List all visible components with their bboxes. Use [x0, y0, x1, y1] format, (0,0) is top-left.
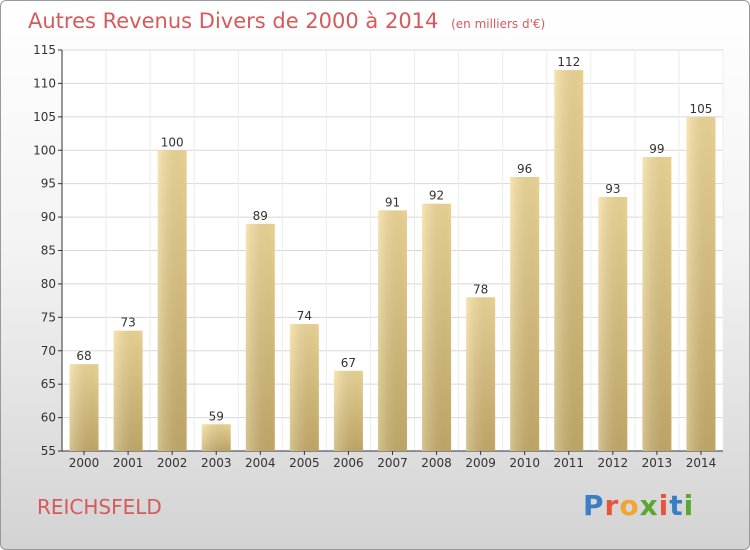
bar-shade: [510, 176, 540, 451]
proxiti-logo: Proxiti: [583, 489, 695, 522]
x-tick-label: 2009: [465, 456, 496, 470]
x-tick-label: 2004: [245, 456, 276, 470]
bar-shade: [157, 150, 187, 451]
x-tick-label: 2007: [377, 456, 408, 470]
bar-shade: [598, 197, 628, 451]
data-label: 93: [605, 182, 620, 196]
y-tick-label: 60: [41, 411, 56, 425]
x-tick-label: 2011: [553, 456, 584, 470]
data-label: 105: [690, 102, 713, 116]
y-tick-label: 70: [41, 344, 56, 358]
bar-shade: [245, 223, 275, 451]
x-tick-label: 2013: [642, 456, 673, 470]
y-tick-label: 95: [41, 177, 56, 191]
bar-shade: [686, 116, 716, 451]
y-tick-label: 65: [41, 377, 56, 391]
x-tick-label: 2006: [333, 456, 364, 470]
data-label: 91: [385, 195, 400, 209]
y-tick-label: 110: [33, 76, 56, 90]
place-name: REICHSFELD: [37, 495, 162, 519]
y-tick-label: 80: [41, 277, 56, 291]
y-tick-label: 105: [33, 110, 56, 124]
bar-shade: [422, 203, 452, 451]
data-label: 92: [429, 189, 444, 203]
chart-subtitle: (en milliers d'€): [451, 17, 546, 31]
bars: [69, 70, 716, 452]
data-label: 78: [473, 282, 488, 296]
bar-shade: [466, 297, 496, 451]
data-label: 99: [649, 142, 664, 156]
bar-shade: [113, 330, 143, 451]
x-tick-label: 2010: [509, 456, 540, 470]
data-label: 73: [120, 316, 135, 330]
data-label: 89: [253, 209, 268, 223]
bar-shade: [333, 370, 363, 451]
x-tick-label: 2005: [289, 456, 320, 470]
y-tick-label: 75: [41, 310, 56, 324]
data-label: 96: [517, 162, 532, 176]
x-tick-label: 2008: [421, 456, 452, 470]
bar-shade: [201, 424, 231, 451]
chart-title: Autres Revenus Divers de 2000 à 2014 (en…: [28, 9, 545, 33]
bar-shade: [69, 364, 99, 451]
data-label: 67: [341, 356, 356, 370]
data-label: 112: [557, 55, 580, 69]
y-tick-label: 90: [41, 210, 56, 224]
data-label: 59: [209, 409, 224, 423]
x-tick-label: 2014: [686, 456, 717, 470]
chart-title-text: Autres Revenus Divers de 2000 à 2014: [28, 9, 439, 33]
data-label: 74: [297, 309, 312, 323]
x-tick-label: 2000: [69, 456, 100, 470]
x-tick-label: 2002: [157, 456, 188, 470]
data-label: 68: [76, 349, 91, 363]
y-tick-label: 115: [33, 43, 56, 57]
y-tick-label: 100: [33, 143, 56, 157]
bar-shade: [554, 70, 584, 452]
x-tick-label: 2012: [598, 456, 629, 470]
x-tick-label: 2001: [113, 456, 144, 470]
bar-shade: [378, 210, 407, 451]
bar-shade: [642, 156, 672, 451]
data-label: 100: [161, 135, 184, 149]
x-tick-label: 2003: [201, 456, 232, 470]
bar-shade: [289, 324, 319, 451]
y-tick-label: 85: [41, 244, 56, 258]
data-labels: 68 73 100 59 89 74 67 91 92 78 96 112 93 99 105: [76, 55, 712, 423]
y-tick-label: 55: [41, 444, 56, 458]
